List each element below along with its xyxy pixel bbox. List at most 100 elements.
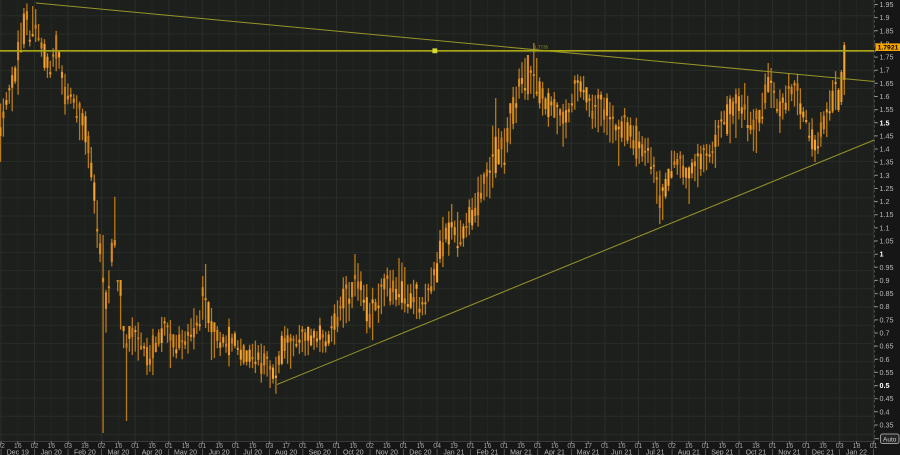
svg-text:01: 01 xyxy=(165,443,173,450)
svg-text:1.4: 1.4 xyxy=(880,145,890,154)
svg-text:16: 16 xyxy=(47,443,55,450)
svg-text:18: 18 xyxy=(182,443,190,450)
svg-text:|: | xyxy=(470,450,472,455)
svg-text:0.65: 0.65 xyxy=(880,342,894,351)
svg-text:0.95: 0.95 xyxy=(880,263,894,272)
svg-text:01: 01 xyxy=(131,443,139,450)
svg-text:|: | xyxy=(637,450,639,455)
svg-text:Jun 20: Jun 20 xyxy=(209,450,230,455)
svg-text:16: 16 xyxy=(14,443,22,450)
svg-text:17: 17 xyxy=(282,443,290,450)
svg-text:03: 03 xyxy=(836,443,844,450)
svg-text:16: 16 xyxy=(819,443,827,450)
svg-text:1.2: 1.2 xyxy=(880,197,890,206)
svg-text:01: 01 xyxy=(333,443,341,450)
svg-text:|: | xyxy=(705,450,707,455)
svg-text:Nov 21: Nov 21 xyxy=(778,450,800,455)
svg-text:16: 16 xyxy=(551,443,559,450)
svg-text:Dec 19: Dec 19 xyxy=(7,450,29,455)
svg-text:Sep 20: Sep 20 xyxy=(309,450,331,455)
svg-text:16: 16 xyxy=(316,443,324,450)
svg-text:0.55: 0.55 xyxy=(880,368,894,377)
svg-text:|: | xyxy=(537,450,539,455)
svg-text:|: | xyxy=(805,450,807,455)
svg-text:16: 16 xyxy=(718,443,726,450)
svg-text:Feb 20: Feb 20 xyxy=(74,450,96,455)
svg-text:|: | xyxy=(839,450,841,455)
svg-text:|: | xyxy=(369,450,371,455)
svg-text:1.65: 1.65 xyxy=(880,79,894,88)
svg-text:1.95: 1.95 xyxy=(880,0,894,9)
svg-text:16: 16 xyxy=(215,443,223,450)
svg-text:|: | xyxy=(436,450,438,455)
svg-text:Dec 21: Dec 21 xyxy=(812,450,834,455)
svg-text:1.15: 1.15 xyxy=(880,210,894,219)
svg-text:01: 01 xyxy=(400,443,408,450)
svg-text:Aug 20: Aug 20 xyxy=(275,450,297,455)
svg-text:|: | xyxy=(503,450,505,455)
svg-text:01: 01 xyxy=(534,443,542,450)
svg-text:16: 16 xyxy=(618,443,626,450)
svg-text:0.35: 0.35 xyxy=(880,421,894,430)
svg-text:1.75: 1.75 xyxy=(880,53,894,62)
svg-text:03: 03 xyxy=(567,443,575,450)
svg-text:|: | xyxy=(34,450,36,455)
svg-text:01: 01 xyxy=(299,443,307,450)
svg-text:Jun 21: Jun 21 xyxy=(611,450,632,455)
svg-text:16: 16 xyxy=(417,443,425,450)
svg-text:0.45: 0.45 xyxy=(880,394,894,403)
svg-text:Apr 21: Apr 21 xyxy=(544,450,565,455)
svg-text:|: | xyxy=(403,450,405,455)
svg-text:02: 02 xyxy=(366,443,374,450)
svg-text:16: 16 xyxy=(685,443,693,450)
svg-text:16: 16 xyxy=(383,443,391,450)
svg-text:|: | xyxy=(604,450,606,455)
svg-text:0.6: 0.6 xyxy=(880,355,890,364)
svg-text:18: 18 xyxy=(853,443,861,450)
svg-text:|: | xyxy=(134,450,136,455)
svg-text:|: | xyxy=(570,450,572,455)
svg-text:03: 03 xyxy=(64,443,72,450)
svg-text:Apr 20: Apr 20 xyxy=(142,450,163,455)
svg-text:1.7: 1.7 xyxy=(880,66,890,75)
svg-text:16: 16 xyxy=(349,443,357,450)
svg-text:0.85: 0.85 xyxy=(880,289,894,298)
svg-text:01: 01 xyxy=(735,443,743,450)
svg-text:Jan 21: Jan 21 xyxy=(443,450,464,455)
svg-text:|: | xyxy=(336,450,338,455)
svg-text:1.6: 1.6 xyxy=(880,92,890,101)
svg-text:|: | xyxy=(67,450,69,455)
svg-text:01: 01 xyxy=(232,443,240,450)
svg-text:Nov 20: Nov 20 xyxy=(376,450,398,455)
svg-text:01: 01 xyxy=(601,443,609,450)
svg-text:Oct 21: Oct 21 xyxy=(746,450,767,455)
svg-text:1: 1 xyxy=(880,250,884,259)
svg-text:|: | xyxy=(0,450,2,455)
svg-text:|: | xyxy=(738,450,740,455)
svg-text:02: 02 xyxy=(0,443,5,450)
svg-text:02: 02 xyxy=(98,443,106,450)
svg-text:|: | xyxy=(168,450,170,455)
svg-text:|: | xyxy=(235,450,237,455)
svg-text:Auto: Auto xyxy=(883,436,897,443)
svg-text:|: | xyxy=(268,450,270,455)
svg-text:01: 01 xyxy=(467,443,475,450)
svg-text:Jul 21: Jul 21 xyxy=(646,450,665,455)
svg-text:1.35: 1.35 xyxy=(880,158,894,167)
svg-text:|: | xyxy=(201,450,203,455)
svg-text:Mar 20: Mar 20 xyxy=(108,450,130,455)
svg-text:17: 17 xyxy=(584,443,592,450)
svg-text:01: 01 xyxy=(802,443,810,450)
svg-text:Mar 21: Mar 21 xyxy=(510,450,532,455)
svg-text:1.5: 1.5 xyxy=(880,118,890,127)
svg-text:0.8: 0.8 xyxy=(880,302,890,311)
svg-text:Oct 20: Oct 20 xyxy=(343,450,364,455)
svg-text:1.85: 1.85 xyxy=(880,26,894,35)
svg-text:Aug 21: Aug 21 xyxy=(678,450,700,455)
svg-text:18: 18 xyxy=(81,443,89,450)
svg-text:16: 16 xyxy=(148,443,156,450)
svg-text:Jul 20: Jul 20 xyxy=(243,450,262,455)
svg-text:04: 04 xyxy=(433,443,441,450)
svg-text:16: 16 xyxy=(115,443,123,450)
svg-text:1.7921: 1.7921 xyxy=(878,45,899,52)
